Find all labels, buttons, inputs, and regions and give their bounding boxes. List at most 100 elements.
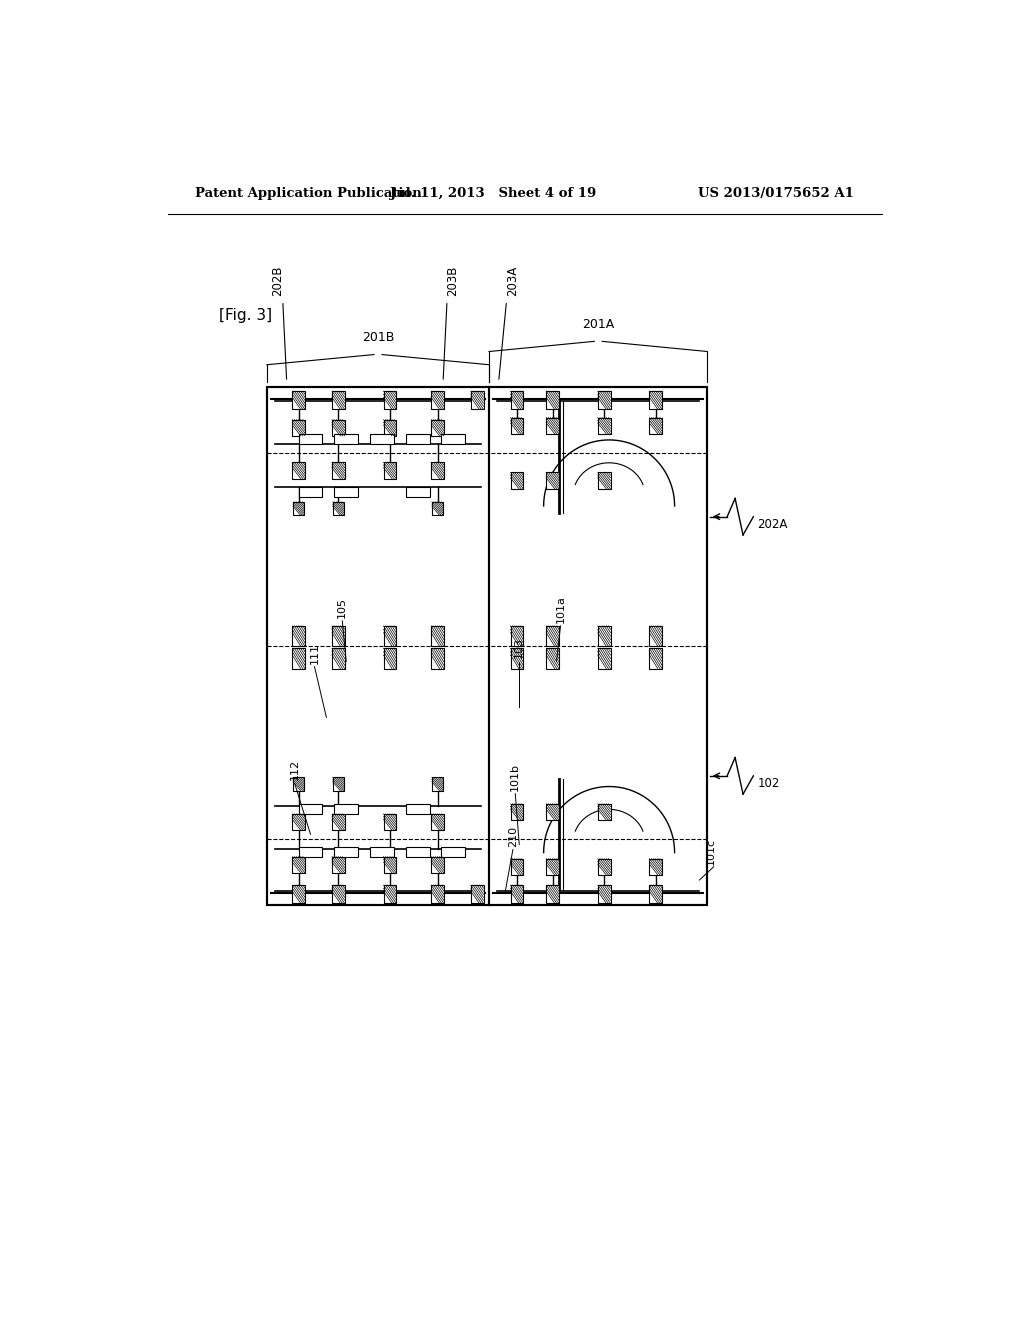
Text: 201B: 201B (361, 331, 394, 345)
Bar (370, 434, 394, 444)
Bar (598, 626, 610, 647)
Bar (598, 391, 610, 409)
Text: 105: 105 (337, 597, 347, 618)
Text: 112: 112 (290, 759, 300, 780)
Bar (293, 502, 304, 515)
Bar (511, 804, 523, 820)
Bar (292, 648, 305, 669)
Bar (431, 814, 443, 830)
Bar (334, 434, 358, 444)
Bar (384, 391, 396, 409)
Bar (384, 857, 396, 873)
Bar (511, 417, 523, 434)
Bar (332, 420, 345, 436)
Text: 102: 102 (758, 777, 779, 791)
Bar (598, 859, 610, 875)
Bar (293, 777, 304, 791)
Bar (598, 648, 610, 669)
Bar (333, 777, 344, 791)
Bar (546, 859, 559, 875)
Bar (546, 804, 559, 820)
Bar (334, 804, 358, 814)
Text: Patent Application Publication: Patent Application Publication (196, 187, 422, 201)
Bar (332, 814, 345, 830)
Bar (292, 626, 305, 647)
Text: US 2013/0175652 A1: US 2013/0175652 A1 (698, 187, 854, 201)
Bar (299, 804, 323, 814)
Bar (431, 462, 443, 479)
Bar (384, 886, 396, 903)
Bar (431, 626, 443, 647)
Bar (292, 886, 305, 903)
Bar (431, 857, 443, 873)
Bar (511, 473, 523, 488)
Bar (292, 420, 305, 436)
Bar (267, 387, 708, 906)
Bar (406, 846, 430, 857)
Bar (511, 886, 523, 903)
Bar (546, 648, 559, 669)
Bar (511, 859, 523, 875)
Bar (441, 846, 465, 857)
Bar (598, 804, 610, 820)
Bar (332, 462, 345, 479)
Bar (384, 626, 396, 647)
Bar (432, 777, 443, 791)
Bar (546, 417, 559, 434)
Bar (431, 886, 443, 903)
Bar (431, 391, 443, 409)
Bar (334, 487, 358, 496)
Text: Jul. 11, 2013   Sheet 4 of 19: Jul. 11, 2013 Sheet 4 of 19 (390, 187, 596, 201)
Bar (384, 420, 396, 436)
Text: 101a: 101a (555, 595, 565, 623)
Text: 111: 111 (309, 643, 319, 664)
Bar (267, 387, 708, 906)
Bar (406, 434, 430, 444)
Text: 103: 103 (514, 638, 524, 659)
Bar (370, 846, 394, 857)
Bar (431, 648, 443, 669)
Text: 210: 210 (508, 825, 518, 846)
Bar (598, 886, 610, 903)
Bar (299, 487, 323, 496)
Text: 202A: 202A (758, 519, 787, 532)
Bar (511, 391, 523, 409)
Bar (292, 462, 305, 479)
Text: 203B: 203B (446, 265, 459, 296)
Text: 201A: 201A (582, 318, 614, 331)
Text: [Fig. 3]: [Fig. 3] (219, 309, 272, 323)
Bar (292, 814, 305, 830)
Bar (332, 648, 345, 669)
Bar (334, 846, 358, 857)
Bar (511, 648, 523, 669)
Text: 203A: 203A (507, 265, 519, 296)
Bar (332, 626, 345, 647)
Bar (546, 473, 559, 488)
Bar (649, 648, 663, 669)
Bar (441, 434, 465, 444)
Bar (384, 462, 396, 479)
Bar (332, 886, 345, 903)
Bar (471, 391, 483, 409)
Bar (511, 626, 523, 647)
Bar (333, 502, 344, 515)
Bar (598, 417, 610, 434)
Bar (598, 473, 610, 488)
Bar (471, 886, 483, 903)
Bar (649, 859, 663, 875)
Text: 202B: 202B (270, 265, 284, 296)
Bar (649, 626, 663, 647)
Bar (649, 886, 663, 903)
Bar (384, 814, 396, 830)
Bar (406, 487, 430, 496)
Bar (649, 417, 663, 434)
Bar (299, 846, 323, 857)
Bar (546, 391, 559, 409)
Bar (384, 648, 396, 669)
Bar (432, 502, 443, 515)
Bar (546, 886, 559, 903)
Bar (406, 804, 430, 814)
Bar (299, 434, 323, 444)
Text: 101c: 101c (707, 838, 717, 865)
Bar (292, 857, 305, 873)
